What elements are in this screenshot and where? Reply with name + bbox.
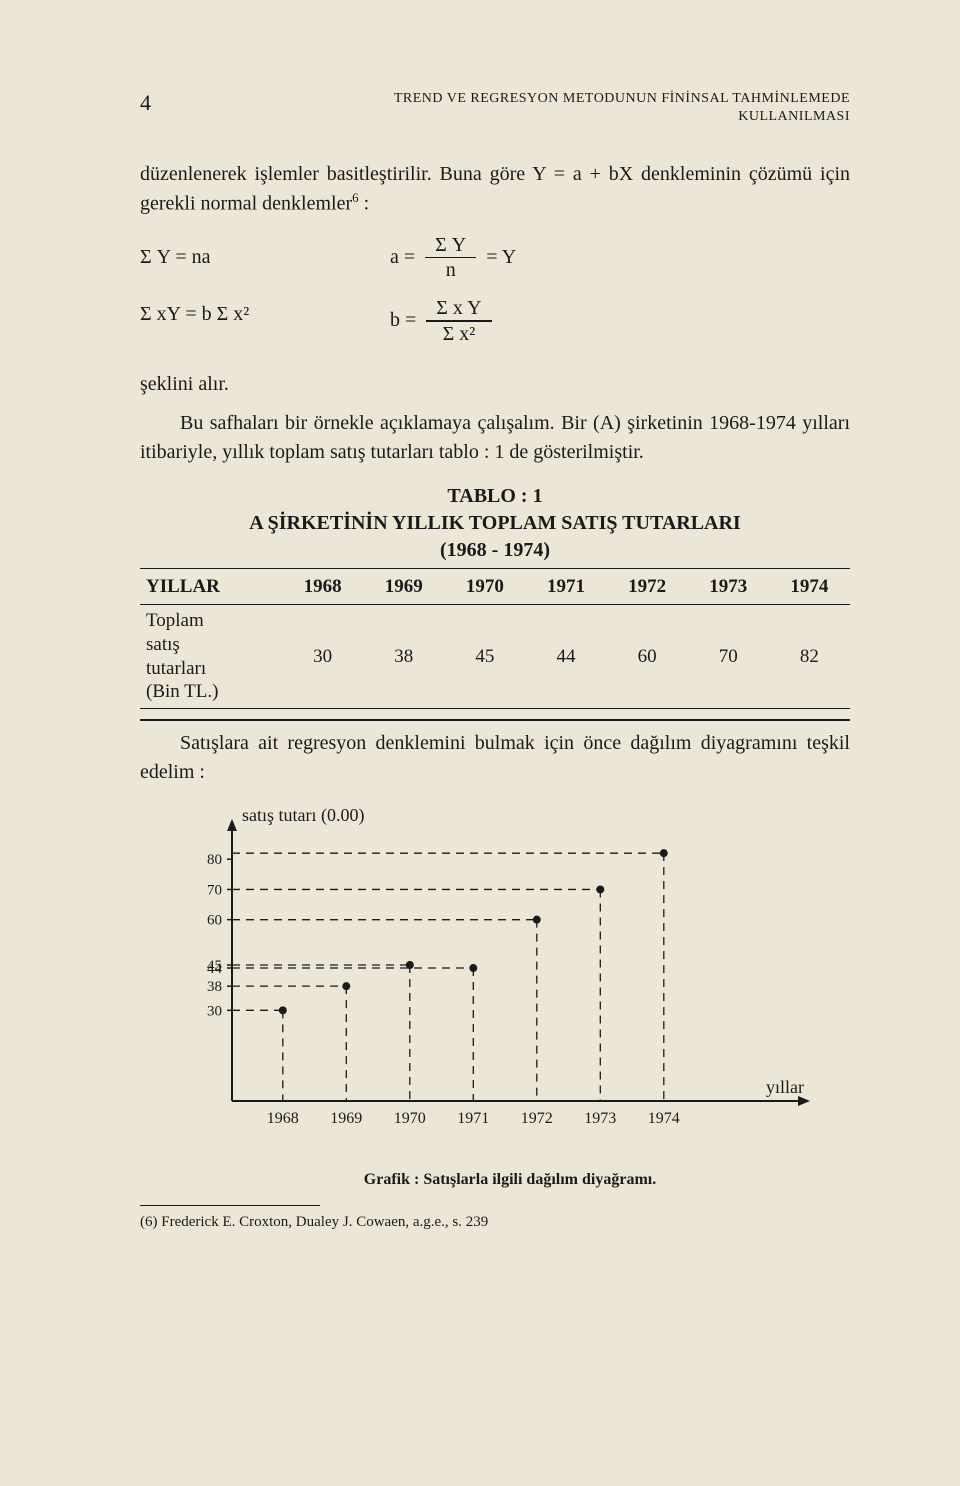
row-label-line: Toplam xyxy=(146,610,204,631)
x-axis-title: yıllar xyxy=(766,1077,804,1097)
cell-1973: 70 xyxy=(688,605,769,709)
y-tick-label: 60 xyxy=(207,913,222,929)
equation-b-numerator: Σ x Y xyxy=(426,296,491,320)
x-tick-label: 1973 xyxy=(584,1110,616,1127)
data-point xyxy=(469,964,477,972)
paragraph-2: Bu safhaları bir örnekle açıklamaya çalı… xyxy=(140,409,850,467)
equation-b-denominator: Σ x² xyxy=(433,322,486,346)
equation-sum-y: Σ Y = na xyxy=(140,243,340,272)
page: 4 TREND VE REGRESYON METODUNUN FİNİNSAL … xyxy=(0,0,960,1486)
data-point xyxy=(660,849,668,857)
scatter-chart: satış tutarı (0.00)303844456070801968196… xyxy=(170,801,850,1191)
x-axis-arrow-icon xyxy=(798,1096,810,1106)
x-tick-label: 1972 xyxy=(521,1110,553,1127)
col-1973: 1973 xyxy=(688,568,769,605)
row-label-line: tutarları xyxy=(146,658,206,679)
equation-a-numerator: Σ Y xyxy=(425,233,476,257)
y-tick-label: 70 xyxy=(207,883,222,899)
equation-sum-xy: Σ xY = b Σ x² xyxy=(140,300,340,329)
col-1972: 1972 xyxy=(607,568,688,605)
data-point xyxy=(279,1007,287,1015)
y-tick-label: 30 xyxy=(207,1004,222,1020)
x-tick-label: 1974 xyxy=(648,1110,680,1127)
x-tick-label: 1971 xyxy=(457,1110,489,1127)
cell-1971: 44 xyxy=(525,605,606,709)
cell-1969: 38 xyxy=(363,605,444,709)
y-tick-label: 38 xyxy=(207,979,222,995)
cell-1974: 82 xyxy=(769,605,850,709)
page-number: 4 xyxy=(140,90,151,116)
x-tick-label: 1968 xyxy=(267,1110,299,1127)
y-axis-arrow-icon xyxy=(227,819,237,831)
body: düzenlenerek işlemler basitleştirilir. B… xyxy=(140,160,850,1234)
equation-b-fraction: Σ x Y Σ x² xyxy=(426,296,491,346)
footnote-6: (6) Frederick E. Croxton, Dualey J. Cowa… xyxy=(140,1212,850,1234)
running-head-line1: TREND VE REGRESYON METODUNUN FİNİNSAL TA… xyxy=(394,91,850,106)
equation-a-fraction: Σ Y n xyxy=(425,233,476,283)
paragraph-1-text: düzenlenerek işlemler basitleştirilir. B… xyxy=(140,163,850,215)
paragraph-1: düzenlenerek işlemler basitleştirilir. B… xyxy=(140,160,850,219)
col-1971: 1971 xyxy=(525,568,606,605)
cell-1968: 30 xyxy=(282,605,363,709)
seklini-alir: şeklini alır. xyxy=(140,370,850,399)
col-1968: 1968 xyxy=(282,568,363,605)
col-yillar: YILLAR xyxy=(140,568,282,605)
chart-svg: satış tutarı (0.00)303844456070801968196… xyxy=(170,801,810,1151)
x-tick-label: 1970 xyxy=(394,1110,426,1127)
x-tick-label: 1969 xyxy=(330,1110,362,1127)
equation-a: a = Σ Y n = Y xyxy=(390,233,850,283)
table-title-line3: (1968 - 1974) xyxy=(440,539,550,561)
table-title: TABLO : 1 A ŞİRKETİNİN YILLIK TOPLAM SAT… xyxy=(140,483,850,564)
row-label: Toplam satış tutarları(Bin TL.) xyxy=(140,605,282,709)
table-row: Toplam satış tutarları(Bin TL.) 30 38 45 4… xyxy=(140,605,850,709)
table-title-line2: A ŞİRKETİNİN YILLIK TOPLAM SATIŞ TUTARLA… xyxy=(249,512,740,534)
running-head-line2: KULLANILMASI xyxy=(738,109,850,124)
y-tick-label: 80 xyxy=(207,852,222,868)
row-label-line: satış xyxy=(146,634,180,655)
footnote-rule xyxy=(140,1205,320,1206)
table-bottom-rule xyxy=(140,719,850,721)
col-1974: 1974 xyxy=(769,568,850,605)
table-header-row: YILLAR 1968 1969 1970 1971 1972 1973 197… xyxy=(140,568,850,605)
equation-a-lhs: a = xyxy=(390,243,415,272)
cell-1972: 60 xyxy=(607,605,688,709)
chart-caption: Grafik : Satışlarla ilgili dağılım diyağ… xyxy=(170,1168,850,1191)
equation-block: Σ Y = na Σ xY = b Σ x² a = Σ Y n = Y b = xyxy=(140,233,850,360)
data-table: YILLAR 1968 1969 1970 1971 1972 1973 197… xyxy=(140,568,850,710)
col-1969: 1969 xyxy=(363,568,444,605)
col-1970: 1970 xyxy=(444,568,525,605)
cell-1970: 45 xyxy=(444,605,525,709)
equation-a-denominator: n xyxy=(436,258,466,282)
equation-a-rhs: = Y xyxy=(486,243,516,272)
equation-right-column: a = Σ Y n = Y b = Σ x Y Σ x² xyxy=(390,233,850,360)
data-point xyxy=(596,886,604,894)
running-head: TREND VE REGRESYON METODUNUN FİNİNSAL TA… xyxy=(330,90,850,125)
table-title-line1: TABLO : 1 xyxy=(447,485,542,507)
paragraph-3: Satışlara ait regresyon denklemini bulma… xyxy=(140,729,850,787)
equation-left-column: Σ Y = na Σ xY = b Σ x² xyxy=(140,233,340,360)
equation-b: b = Σ x Y Σ x² xyxy=(390,296,850,346)
y-tick-label: 45 xyxy=(207,958,222,974)
data-point xyxy=(342,982,350,990)
data-point xyxy=(533,916,541,924)
row-label-line: (Bin TL.) xyxy=(146,681,218,702)
paragraph-1-colon: : xyxy=(359,193,370,215)
equation-b-lhs: b = xyxy=(390,306,416,335)
y-axis-title: satış tutarı (0.00) xyxy=(242,805,364,826)
